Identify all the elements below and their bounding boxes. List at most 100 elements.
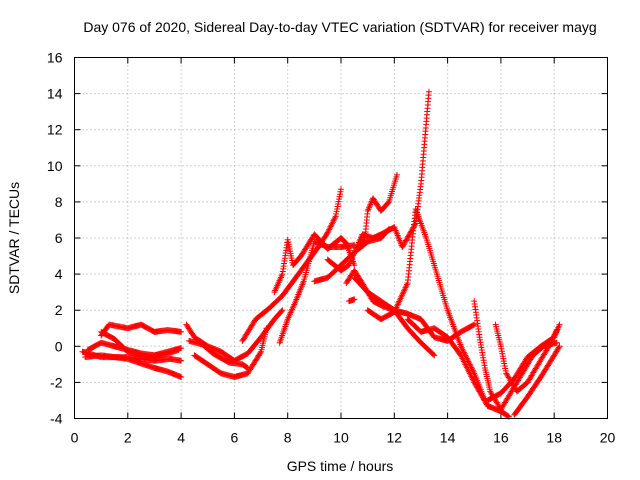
data-point bbox=[178, 357, 185, 364]
data-point bbox=[351, 262, 358, 269]
data-point bbox=[324, 229, 331, 236]
x-tick-label: 16 bbox=[493, 430, 509, 446]
data-point bbox=[385, 199, 392, 206]
data-point bbox=[472, 382, 479, 389]
x-tick-labels: 0 2 4 6 8 10 12 14 16 18 20 bbox=[71, 430, 616, 446]
data-point bbox=[470, 322, 477, 329]
data-point bbox=[330, 217, 337, 224]
y-axis-label: SDTVAR / TECUs bbox=[6, 182, 22, 294]
y-tick-label: -2 bbox=[50, 374, 63, 390]
data-point bbox=[556, 321, 563, 328]
data-point bbox=[471, 379, 478, 386]
data-point bbox=[338, 186, 344, 193]
data-point bbox=[402, 237, 409, 244]
y-tick-label: 10 bbox=[47, 158, 63, 174]
data-point bbox=[401, 240, 408, 247]
series-track-23 bbox=[345, 296, 358, 305]
data-point bbox=[477, 391, 484, 398]
data-point bbox=[326, 226, 333, 233]
x-tick-label: 18 bbox=[546, 430, 562, 446]
data-point bbox=[425, 88, 432, 95]
y-tick-labels: -4 -2 0 2 4 6 8 10 12 14 16 bbox=[47, 50, 63, 427]
y-tick-label: 4 bbox=[55, 266, 63, 282]
series-track-8 bbox=[186, 337, 251, 371]
data-point bbox=[402, 238, 409, 245]
x-tick-label: 0 bbox=[71, 430, 79, 446]
data-point bbox=[175, 346, 182, 353]
data-point bbox=[477, 389, 484, 396]
series-track-22 bbox=[511, 343, 563, 418]
data-point bbox=[263, 325, 270, 332]
y-tick-label: -4 bbox=[50, 411, 63, 427]
data-point bbox=[403, 236, 410, 243]
data-point bbox=[325, 228, 332, 235]
series-track-19 bbox=[471, 298, 560, 413]
data-point bbox=[545, 343, 552, 350]
data-point bbox=[475, 387, 482, 394]
series-track-9 bbox=[239, 186, 344, 344]
series-track-7 bbox=[191, 325, 270, 380]
data-point bbox=[351, 296, 358, 303]
y-tick-label: 2 bbox=[55, 302, 63, 318]
data-point bbox=[479, 393, 486, 400]
x-axis-label: GPS time / hours bbox=[287, 458, 394, 474]
data-point bbox=[327, 223, 334, 230]
data-point bbox=[400, 241, 407, 248]
series-track-2 bbox=[82, 352, 185, 380]
data-point bbox=[278, 308, 285, 315]
x-tick-label: 2 bbox=[124, 430, 132, 446]
data-point bbox=[480, 395, 487, 402]
data-point bbox=[178, 373, 185, 380]
y-tick-label: 12 bbox=[47, 122, 63, 138]
data-point bbox=[471, 321, 478, 328]
x-tick-label: 6 bbox=[231, 430, 239, 446]
data-point bbox=[393, 171, 400, 178]
data-point bbox=[555, 344, 562, 351]
data-point bbox=[480, 396, 487, 403]
data-point bbox=[474, 385, 481, 392]
y-tick-label: 14 bbox=[47, 86, 63, 102]
x-tick-label: 4 bbox=[177, 430, 185, 446]
data-point bbox=[257, 349, 264, 356]
data-point bbox=[400, 242, 407, 249]
data-point bbox=[279, 307, 286, 314]
data-point bbox=[243, 364, 250, 371]
data-point bbox=[178, 328, 185, 335]
chart-title: Day 076 of 2020, Sidereal Day-to-day VTE… bbox=[83, 19, 596, 35]
series-track-5 bbox=[98, 328, 182, 361]
x-tick-label: 14 bbox=[440, 430, 456, 446]
data-point bbox=[328, 222, 335, 229]
y-tick-label: 6 bbox=[55, 230, 63, 246]
y-tick-label: 0 bbox=[55, 338, 63, 354]
x-tick-label: 20 bbox=[600, 430, 616, 446]
data-point bbox=[474, 384, 481, 391]
x-tick-label: 8 bbox=[284, 430, 292, 446]
series-track-14 bbox=[324, 88, 432, 274]
data-point bbox=[331, 214, 338, 221]
data-point bbox=[399, 244, 406, 251]
data-point bbox=[326, 225, 333, 232]
plot-frame bbox=[74, 57, 608, 419]
x-tick-label: 10 bbox=[333, 430, 349, 446]
data-point bbox=[329, 219, 336, 226]
data-point bbox=[553, 339, 560, 346]
y-tick-label: 16 bbox=[47, 50, 63, 66]
data-point bbox=[405, 232, 412, 239]
data-point bbox=[431, 352, 438, 359]
data-point bbox=[471, 380, 478, 387]
series-track-21 bbox=[484, 321, 563, 404]
data-point bbox=[331, 216, 338, 223]
data-point bbox=[329, 220, 336, 227]
data-point bbox=[244, 364, 251, 371]
data-point bbox=[476, 388, 483, 395]
grid bbox=[74, 57, 608, 419]
y-tick-label: 8 bbox=[55, 194, 63, 210]
data-point bbox=[404, 234, 411, 241]
data-point bbox=[430, 351, 437, 358]
data-point bbox=[556, 343, 563, 350]
data-point bbox=[473, 383, 480, 390]
data-point bbox=[478, 392, 485, 399]
data-points bbox=[79, 88, 563, 420]
x-tick-label: 12 bbox=[387, 430, 403, 446]
